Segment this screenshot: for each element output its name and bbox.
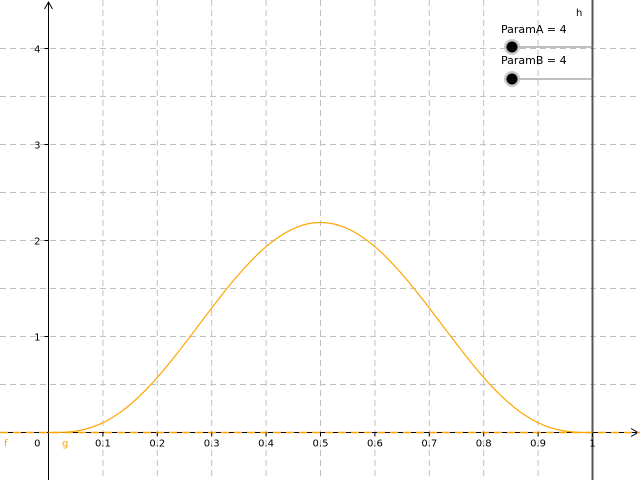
slider-caption: ParamA = 4 — [501, 23, 567, 36]
origin-label: 0 — [34, 439, 40, 450]
label-g: g — [62, 439, 68, 450]
object-labels: f g h — [4, 8, 582, 450]
x-tick-label: 0.2 — [149, 439, 165, 450]
y-axis-arrow — [44, 0, 53, 10]
series-g-curve[interactable] — [48, 221, 593, 434]
slider-handle[interactable] — [506, 73, 518, 85]
slider-caption: ParamB = 4 — [501, 54, 567, 67]
x-tick-label: 0.4 — [258, 439, 274, 450]
x-tick-label: 0.1 — [95, 439, 111, 450]
x-tick-label: 0.3 — [204, 439, 220, 450]
label-f: f — [4, 439, 8, 450]
slider-handle[interactable] — [506, 41, 518, 53]
tick-labels: 0.1 0.2 0.3 0.4 0.5 0.6 0.7 0.8 0.9 1 1 2 3 4 0 — [34, 45, 596, 450]
x-tick-label: 0.5 — [313, 439, 329, 450]
x-tick-label: 0.8 — [476, 439, 492, 450]
y-tick-label: 4 — [34, 45, 40, 56]
slider-ParamA[interactable]: ParamA = 4 — [501, 23, 593, 55]
x-tick-label: 0.7 — [421, 439, 437, 450]
x-tick-label: 0.9 — [530, 439, 546, 450]
x-tick-label: 1 — [589, 439, 595, 450]
slider-ParamB[interactable]: ParamB = 4 — [501, 54, 593, 87]
y-tick-label: 3 — [34, 141, 40, 152]
x-tick-label: 0.6 — [367, 439, 383, 450]
y-tick-label: 2 — [34, 237, 40, 248]
label-h: h — [576, 8, 582, 19]
sliders[interactable]: ParamA = 4 ParamB = 4 — [501, 23, 593, 87]
y-tick-label: 1 — [34, 333, 40, 344]
